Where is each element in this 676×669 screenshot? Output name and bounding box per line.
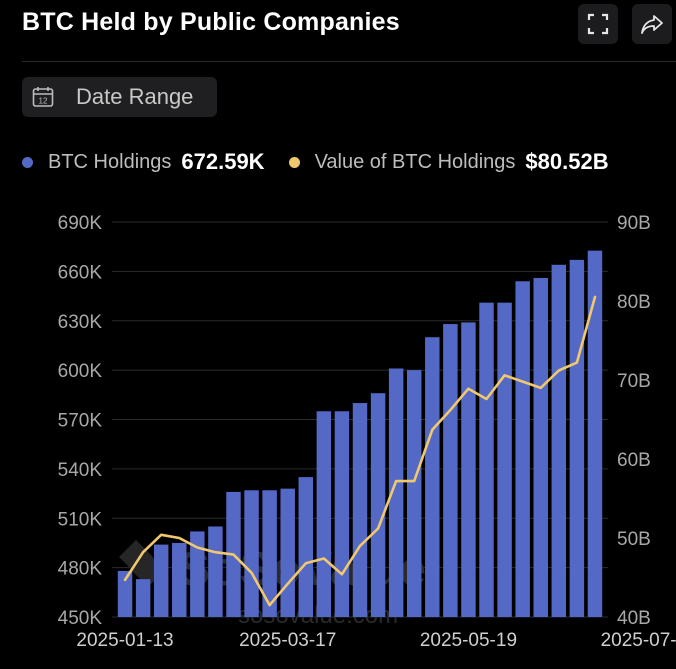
expand-button[interactable]	[578, 4, 618, 44]
y-right-tick-label: 40B	[617, 608, 651, 629]
expand-icon	[587, 13, 609, 35]
holdings-bar[interactable]	[425, 337, 440, 617]
x-axis: 2025-01-13 2025-03-17 2025-05-19 2025-07-14	[76, 630, 676, 651]
y-right-tick-label: 90B	[617, 213, 651, 234]
share-icon	[641, 15, 663, 34]
share-button[interactable]	[632, 4, 672, 44]
chart-title: BTC Held by Public Companies	[22, 8, 400, 36]
y-left-tick-label: 630K	[58, 312, 103, 333]
holdings-bar[interactable]	[587, 250, 603, 617]
chart-legend: BTC Holdings 672.59K Value of BTC Holdin…	[22, 148, 609, 176]
holdings-bar[interactable]	[515, 281, 530, 617]
holdings-bar[interactable]	[569, 259, 585, 617]
y-right-tick-label: 50B	[617, 529, 651, 550]
holdings-bar[interactable]	[443, 324, 458, 617]
holdings-bar[interactable]	[190, 531, 205, 617]
y-axis-right: 40B 50B 60B 70B 80B 90B	[617, 213, 651, 629]
y-right-tick-label: 60B	[617, 450, 651, 471]
legend-dot-btc-holdings	[22, 156, 33, 168]
date-range-button[interactable]: 12 Date Range	[22, 77, 217, 117]
bar-series	[117, 250, 603, 617]
holdings-bar[interactable]	[406, 370, 422, 617]
chart-plot[interactable]: SoSoValue sosovalue.com 450K480K510K540K…	[0, 190, 676, 669]
header-divider	[22, 61, 676, 62]
y-left-tick-label: 540K	[58, 460, 103, 481]
calendar-icon-number: 12	[39, 97, 48, 106]
y-left-tick-label: 570K	[58, 411, 103, 432]
holdings-bar[interactable]	[135, 579, 151, 617]
legend-series2-name[interactable]: Value of BTC Holdings	[314, 150, 516, 173]
y-left-tick-label: 690K	[58, 213, 103, 234]
legend-series1-name[interactable]: BTC Holdings	[48, 150, 172, 173]
holdings-bar[interactable]	[244, 490, 259, 617]
holdings-bar[interactable]	[262, 490, 277, 617]
x-tick-label: 2025-05-19	[420, 630, 517, 651]
holdings-bar[interactable]	[497, 302, 512, 617]
y-right-tick-label: 70B	[617, 371, 651, 392]
holdings-bar[interactable]	[153, 544, 169, 617]
y-left-tick-label: 660K	[58, 262, 103, 283]
legend-series1-value: 672.59K	[181, 149, 265, 174]
y-left-tick-label: 510K	[58, 509, 103, 530]
holdings-bar[interactable]	[172, 542, 187, 617]
holdings-bar[interactable]	[533, 277, 548, 617]
holdings-bar[interactable]	[551, 264, 567, 617]
legend-dot-value	[288, 156, 300, 168]
y-left-tick-label: 600K	[58, 361, 103, 382]
holdings-bar[interactable]	[388, 368, 404, 617]
y-left-tick-label: 450K	[58, 608, 103, 629]
x-tick-label: 2025-07-14	[601, 630, 676, 651]
holdings-bar[interactable]	[334, 411, 350, 617]
holdings-bar[interactable]	[479, 302, 494, 617]
holdings-bar[interactable]	[280, 488, 295, 617]
x-tick-label: 2025-03-17	[239, 630, 336, 651]
y-left-tick-label: 480K	[58, 559, 103, 580]
legend-series2-value: $80.52B	[525, 149, 609, 174]
value-line	[123, 295, 597, 607]
holdings-bar[interactable]	[316, 411, 332, 617]
date-range-label: Date Range	[76, 84, 194, 109]
holdings-bar[interactable]	[461, 322, 476, 617]
holdings-bar[interactable]	[370, 393, 386, 617]
calendar-icon: 12	[32, 87, 54, 107]
holdings-bar[interactable]	[352, 403, 368, 617]
holdings-bar[interactable]	[298, 477, 314, 617]
holdings-bar[interactable]	[117, 570, 133, 617]
chart-header: BTC Held by Public Companies	[0, 0, 676, 62]
x-tick-label: 2025-01-13	[76, 630, 173, 651]
y-axis-left: 450K 480K 510K 540K 570K 600K 630K 660K 690K	[58, 213, 103, 629]
holdings-bar[interactable]	[208, 526, 223, 617]
y-right-tick-label: 80B	[617, 292, 651, 313]
